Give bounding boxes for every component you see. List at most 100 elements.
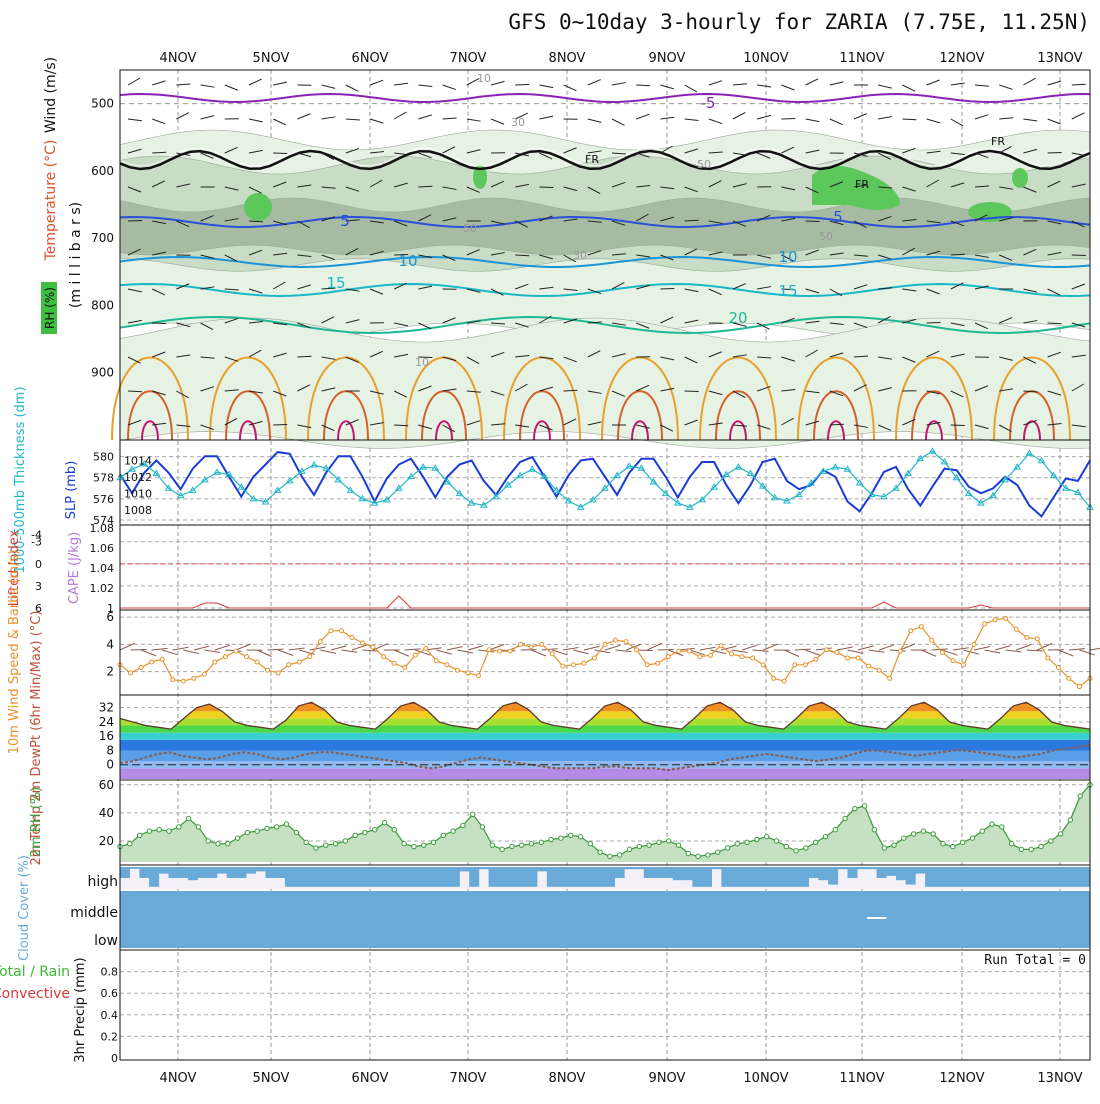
wind-barb bbox=[612, 119, 624, 125]
wind-speed-point bbox=[318, 640, 322, 644]
wind-barb-10m bbox=[679, 648, 695, 650]
rh-2m-point bbox=[157, 828, 161, 832]
wind-barb bbox=[830, 82, 844, 85]
wind-barb bbox=[588, 80, 601, 85]
date-label-bottom: 5NOV bbox=[253, 1071, 290, 1086]
wind-barb bbox=[660, 117, 674, 119]
wind-barb bbox=[394, 112, 406, 119]
rh-2m-point bbox=[745, 840, 749, 844]
wind-barb bbox=[999, 118, 1013, 119]
rh-2m-point bbox=[833, 828, 837, 832]
wind-barb-10m bbox=[341, 650, 357, 652]
rh-2m-point bbox=[823, 835, 827, 839]
rh-2m-point bbox=[186, 816, 190, 820]
rh-2m-point bbox=[872, 828, 876, 832]
rh-2m-point bbox=[853, 806, 857, 810]
date-label-top: 13NOV bbox=[1037, 51, 1082, 66]
rh-2m-point bbox=[941, 842, 945, 846]
wind-barb-10m bbox=[394, 650, 409, 656]
temp-tick-label: 32 bbox=[99, 701, 114, 715]
rh-2m-point bbox=[735, 842, 739, 846]
rh-2m-point bbox=[353, 833, 357, 837]
wind-barb bbox=[249, 119, 263, 122]
cape-tick-label: 1.08 bbox=[90, 522, 115, 535]
rh-2m-point bbox=[294, 830, 298, 834]
cloud-high-bar bbox=[770, 867, 780, 887]
cloud-high-bar bbox=[139, 867, 149, 878]
wind-barb bbox=[322, 85, 336, 88]
wind-speed-point bbox=[919, 625, 923, 629]
wind-barb bbox=[370, 119, 383, 123]
wind-speed-point bbox=[961, 663, 965, 667]
pressure-tick-label: 800 bbox=[91, 298, 114, 312]
wind-barb bbox=[806, 119, 820, 122]
cloud-high-bar bbox=[372, 867, 382, 887]
wind-speed-point bbox=[202, 672, 206, 676]
wind-speed-point bbox=[592, 656, 596, 660]
temp-band bbox=[120, 718, 1090, 725]
rh-2m-point bbox=[960, 840, 964, 844]
wind-barb bbox=[588, 119, 602, 122]
rh-2m-point bbox=[490, 843, 494, 847]
wind-barb-10m bbox=[605, 645, 620, 650]
wind-barb bbox=[709, 119, 722, 124]
rh-2m-point bbox=[755, 837, 759, 841]
cloud-high-bar bbox=[266, 867, 276, 878]
date-label-top: 11NOV bbox=[839, 51, 884, 66]
cloud-high-bar bbox=[624, 867, 634, 869]
wind-speed-point bbox=[213, 660, 217, 664]
wind-barb-10m bbox=[763, 644, 778, 650]
wind-barb-10m bbox=[616, 650, 632, 652]
slp-tick-label: 1014 bbox=[124, 454, 152, 467]
rh-2m-point bbox=[627, 847, 631, 851]
cloud-high-bar bbox=[149, 867, 159, 887]
pressure-tick-label: 500 bbox=[91, 97, 114, 111]
temp-contour-label: 5 bbox=[833, 208, 843, 226]
rh-2m-point bbox=[245, 830, 249, 834]
wind-speed-point bbox=[909, 629, 913, 633]
run-total-label: Run Total = 0 bbox=[984, 953, 1086, 968]
rh-contour-label: 30 bbox=[573, 249, 587, 262]
cloud-high-bar bbox=[896, 867, 906, 880]
wind-barb bbox=[975, 85, 989, 86]
wind-barb-10m bbox=[447, 647, 463, 650]
wind-barb bbox=[951, 83, 965, 85]
wind-barb-10m bbox=[732, 650, 748, 653]
wind-barb bbox=[539, 85, 553, 88]
cloud-high-bar bbox=[828, 867, 838, 885]
wind-barb bbox=[975, 115, 988, 119]
rh-2m-point bbox=[226, 842, 230, 846]
rh-2m-point bbox=[617, 853, 621, 857]
wind-speed-point bbox=[129, 671, 133, 675]
axis-label-rh-2m: 2m RH (%) bbox=[29, 787, 44, 858]
wind-speed-point bbox=[466, 671, 470, 675]
wind-barb bbox=[273, 119, 286, 125]
wind-speed-point bbox=[740, 655, 744, 659]
wind-speed-point bbox=[835, 651, 839, 655]
rh-tick-label: 60 bbox=[99, 778, 114, 792]
cloud-high-bar bbox=[1042, 867, 1052, 887]
rh-2m-point bbox=[382, 821, 386, 825]
wind-barb bbox=[467, 119, 481, 121]
wind-barb bbox=[878, 117, 892, 119]
cloud-high-bar bbox=[430, 867, 440, 887]
wind-barb bbox=[902, 85, 915, 91]
wind-barb-10m bbox=[1016, 645, 1031, 650]
temp-contour-label: 5 bbox=[340, 212, 350, 230]
cloud-high-bar bbox=[537, 867, 547, 871]
wind-speed-point bbox=[888, 676, 892, 680]
wind-barb-10m bbox=[753, 650, 769, 651]
wind-barb-10m bbox=[658, 649, 674, 650]
wind-speed-point bbox=[234, 649, 238, 653]
wind-barb-10m bbox=[795, 649, 811, 650]
axis-label-temperature: Temperature (°C) bbox=[43, 140, 59, 262]
rh-shade-90 bbox=[244, 193, 272, 221]
cloud-high-bar bbox=[983, 867, 993, 887]
rh-2m-point bbox=[882, 846, 886, 850]
rh-2m-point bbox=[539, 840, 543, 844]
temp-tick-label: 24 bbox=[99, 715, 114, 729]
cloud-high-bar bbox=[314, 867, 324, 887]
wind-barb bbox=[733, 84, 747, 85]
cloud-high-bar bbox=[363, 867, 373, 887]
cloud-high-bar bbox=[246, 867, 256, 874]
